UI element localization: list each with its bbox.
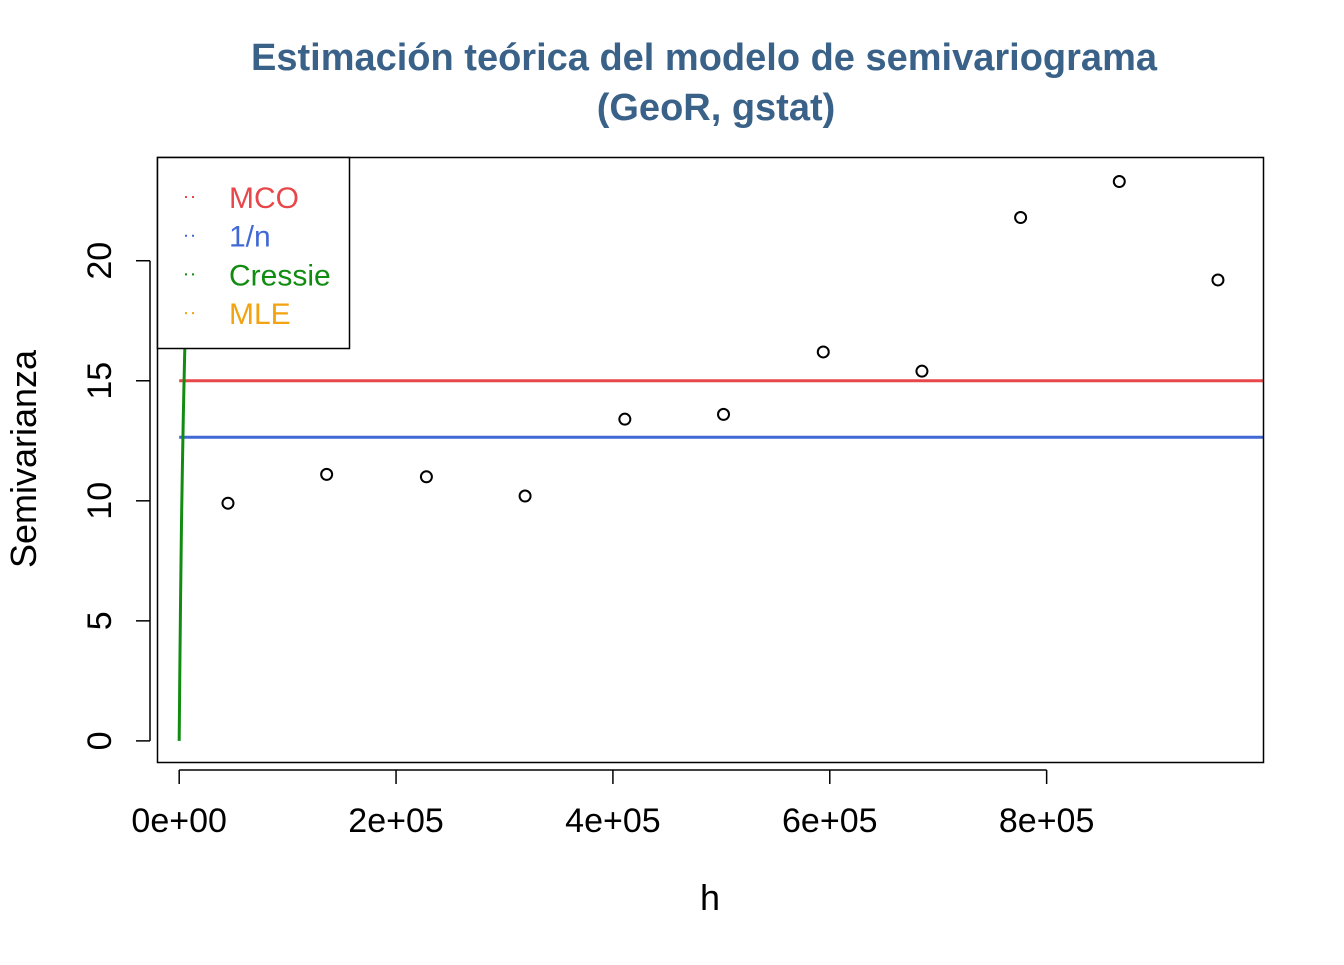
x-axis-label: h [700, 877, 720, 918]
y-axis-label: Semivarianza [3, 349, 44, 568]
data-point [320, 467, 334, 481]
x-tick-label: 6e+05 [782, 802, 878, 840]
y-tick-label: 15 [81, 362, 119, 400]
x-tick-label: 8e+05 [999, 802, 1095, 840]
data-point [221, 496, 235, 510]
legend-label-cressie: Cressie [229, 259, 331, 292]
plot-frame [156, 156, 1265, 764]
x-tick-label: 2e+05 [348, 802, 444, 840]
legend-box [156, 156, 351, 350]
y-tick-label: 10 [81, 482, 119, 520]
y-tick-label: 0 [81, 731, 119, 750]
data-point [419, 470, 433, 484]
data-point [518, 489, 532, 503]
legend: MCO 1/n Cressie MLE [156, 156, 351, 350]
title-group: Estimación teórica del modelo de semivar… [251, 37, 1158, 129]
chart-subtitle: (GeoR, gstat) [597, 87, 836, 129]
data-point [717, 407, 731, 421]
y-tick-label: 5 [81, 611, 119, 630]
y-axis: 0 5 10 15 20 [81, 242, 151, 750]
chart-title: Estimación teórica del modelo de semivar… [251, 37, 1158, 79]
data-point [1112, 175, 1126, 189]
x-tick-label: 4e+05 [565, 802, 661, 840]
data-point [618, 412, 632, 426]
series-line-cressie [177, 337, 187, 741]
data-point [816, 345, 830, 359]
legend-label-1-n: 1/n [229, 221, 271, 254]
y-tick-label: 20 [81, 242, 119, 280]
legend-label-mco: MCO [229, 182, 299, 215]
data-point [915, 364, 929, 378]
x-tick-label: 0e+00 [131, 802, 227, 840]
x-axis: 0e+00 2e+05 4e+05 6e+05 8e+05 [131, 769, 1095, 840]
plot-content [177, 175, 1264, 741]
data-point [1014, 211, 1028, 225]
legend-label-mle: MLE [229, 298, 291, 331]
data-point [1211, 273, 1225, 287]
